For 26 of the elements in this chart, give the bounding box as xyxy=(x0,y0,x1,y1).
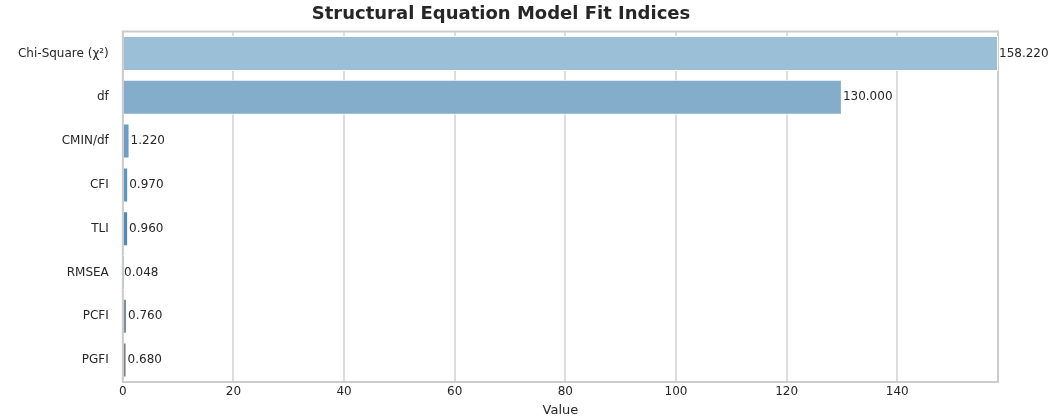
data-label: 0.760 xyxy=(128,308,163,323)
x-axis-title: Value xyxy=(542,401,579,417)
data-label: 158.220 xyxy=(999,45,1049,60)
y-tick-label: RMSEA xyxy=(66,264,110,279)
y-tick-label: df xyxy=(96,89,110,104)
y-tick-label: Chi-Square (χ²) xyxy=(17,45,109,60)
data-label: 0.048 xyxy=(124,264,159,279)
x-tick-label: 40 xyxy=(336,384,352,399)
data-label: 0.680 xyxy=(127,352,162,367)
x-tick-label: 120 xyxy=(775,384,799,399)
x-tick-label: 20 xyxy=(225,384,242,399)
x-tick-label: 100 xyxy=(664,384,688,399)
data-label: 1.220 xyxy=(130,133,165,148)
data-label: 130.000 xyxy=(842,89,893,104)
y-tick-label: CFI xyxy=(89,177,109,192)
x-tick-label: 80 xyxy=(557,384,573,399)
chart-title: Structural Equation Model Fit Indices xyxy=(311,2,691,24)
data-label: 0.960 xyxy=(129,220,164,235)
x-tick-label: 0 xyxy=(118,384,127,399)
y-tick-label: PCFI xyxy=(82,308,109,323)
x-tick-label: 140 xyxy=(885,384,909,399)
y-tick-label: TLI xyxy=(90,220,109,235)
data-label: 0.970 xyxy=(129,177,164,192)
y-tick-label: PGFI xyxy=(81,352,109,367)
x-tick-label: 60 xyxy=(447,384,463,399)
y-tick-label: CMIN/df xyxy=(61,133,110,148)
